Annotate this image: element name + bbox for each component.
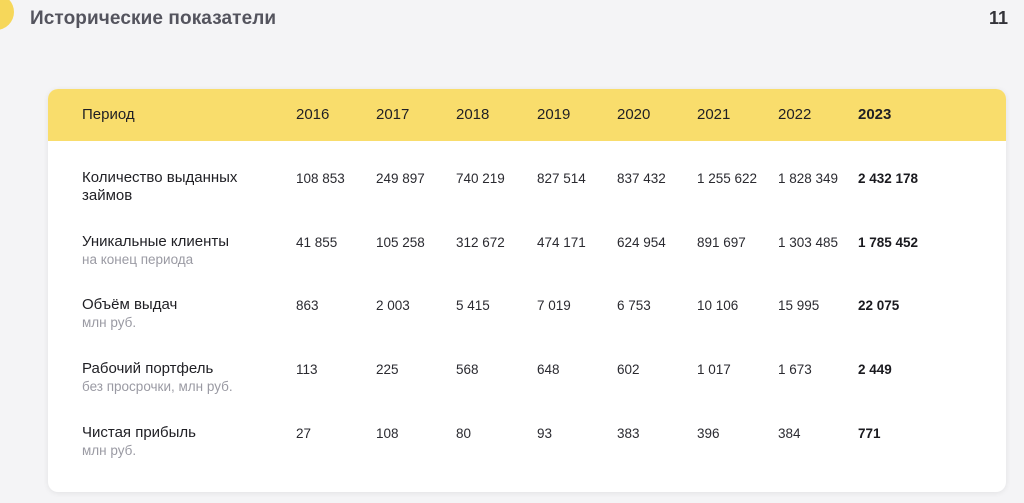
- cell-value: 383: [617, 426, 640, 441]
- cell-value: 249 897: [376, 171, 425, 186]
- cell-value: 891 697: [697, 235, 746, 250]
- cell-value: 10 106: [697, 298, 739, 313]
- cell-value: 41 855: [296, 235, 338, 250]
- row-subtitle: млн руб.: [82, 443, 137, 458]
- cell-value: 80: [456, 426, 472, 441]
- cell-value: 1 255 622: [697, 171, 758, 186]
- table-header: Период 2016 2017 2018 2019 2020 2021 202…: [48, 89, 1006, 141]
- row-title: Рабочий портфель: [82, 360, 214, 377]
- cell-value: 2 003: [376, 298, 410, 313]
- header-year-2016: 2016: [296, 106, 330, 123]
- cell-value: 648: [537, 362, 560, 377]
- table-row: Количество выданных займов 108 853 249 8…: [48, 169, 1006, 219]
- row-subtitle: млн руб.: [82, 315, 137, 330]
- cell-value: 225: [376, 362, 399, 377]
- header-year-2019: 2019: [537, 106, 571, 123]
- cell-value: 113: [296, 362, 318, 377]
- cell-value: 5 415: [456, 298, 490, 313]
- cell-value: 1 673: [778, 362, 812, 377]
- header-period: Период: [82, 106, 135, 123]
- cell-value: 1 017: [697, 362, 731, 377]
- cell-value: 1 303 485: [778, 235, 839, 250]
- cell-value: 7 019: [537, 298, 571, 313]
- cell-value: 108 853: [296, 171, 345, 186]
- table-row: Чистая прибыль млн руб. 27 108 80 93 383…: [48, 424, 1006, 474]
- header-year-2017: 2017: [376, 106, 410, 123]
- cell-value-highlight: 1 785 452: [858, 235, 919, 250]
- cell-value: 15 995: [778, 298, 820, 313]
- cell-value: 837 432: [617, 171, 666, 186]
- cell-value: 568: [456, 362, 479, 377]
- row-title: Чистая прибыль: [82, 424, 196, 441]
- row-label: Чистая прибыль млн руб.: [82, 424, 282, 460]
- historical-metrics-table: Период 2016 2017 2018 2019 2020 2021 202…: [48, 89, 1006, 492]
- cell-value-highlight: 771: [858, 426, 881, 441]
- header-year-2023: 2023: [858, 106, 892, 123]
- cell-value-highlight: 2 449: [858, 362, 892, 377]
- table-row: Рабочий портфель без просрочки, млн руб.…: [48, 360, 1006, 410]
- cell-value-highlight: 2 432 178: [858, 171, 919, 186]
- cell-value: 827 514: [537, 171, 586, 186]
- header-year-2022: 2022: [778, 106, 812, 123]
- row-title: Количество выданных займов: [82, 169, 238, 204]
- cell-value: 384: [778, 426, 801, 441]
- cell-value: 6 753: [617, 298, 651, 313]
- row-title: Объём выдач: [82, 296, 178, 313]
- row-label: Объём выдач млн руб.: [82, 296, 282, 332]
- page-title: Исторические показатели: [30, 8, 277, 29]
- cell-value: 624 954: [617, 235, 666, 250]
- table-row: Объём выдач млн руб. 863 2 003 5 415 7 0…: [48, 296, 1006, 346]
- cell-value: 27: [296, 426, 312, 441]
- header-year-2021: 2021: [697, 106, 731, 123]
- cell-value: 863: [296, 298, 319, 313]
- accent-circle: [0, 0, 14, 30]
- row-subtitle: без просрочки, млн руб.: [82, 379, 233, 394]
- cell-value-highlight: 22 075: [858, 298, 900, 313]
- cell-value: 312 672: [456, 235, 505, 250]
- page-number: 11: [988, 8, 1008, 28]
- header-year-2018: 2018: [456, 106, 490, 123]
- cell-value: 93: [537, 426, 553, 441]
- row-label: Количество выданных займов: [82, 169, 282, 205]
- cell-value: 474 171: [537, 235, 586, 250]
- cell-value: 740 219: [456, 171, 505, 186]
- cell-value: 396: [697, 426, 720, 441]
- cell-value: 1 828 349: [778, 171, 839, 186]
- row-title: Уникальные клиенты: [82, 233, 230, 250]
- cell-value: 108: [376, 426, 399, 441]
- cell-value: 105 258: [376, 235, 425, 250]
- row-label: Уникальные клиенты на конец периода: [82, 233, 282, 269]
- row-subtitle: на конец периода: [82, 252, 194, 267]
- table-row: Уникальные клиенты на конец периода 41 8…: [48, 233, 1006, 283]
- header-year-2020: 2020: [617, 106, 651, 123]
- row-label: Рабочий портфель без просрочки, млн руб.: [82, 360, 282, 396]
- cell-value: 602: [617, 362, 640, 377]
